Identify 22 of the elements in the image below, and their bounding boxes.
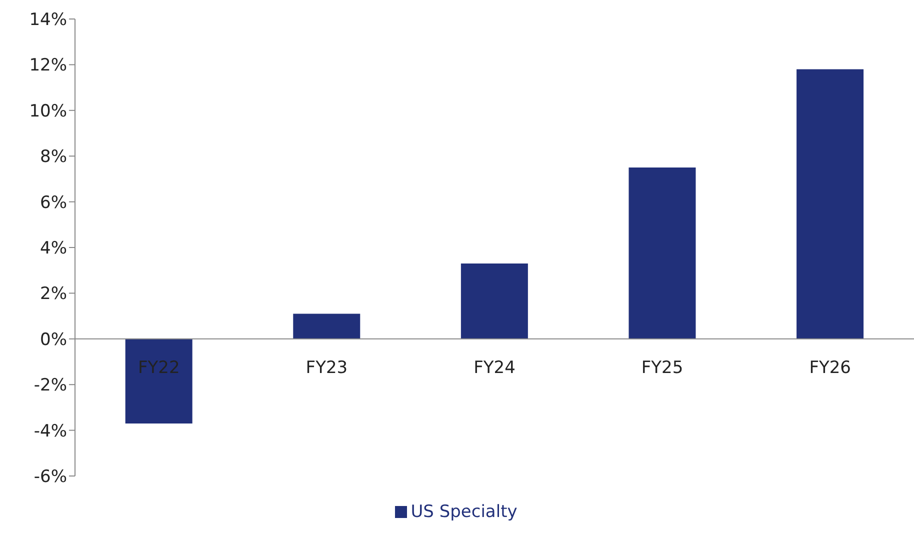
y-tick-label: 2% (40, 284, 67, 304)
bar (125, 338, 192, 424)
y-tick-label: 10% (29, 101, 67, 122)
bar (628, 168, 696, 339)
y-tick-label: 12% (29, 56, 67, 76)
x-tick-label: FY22 (138, 358, 180, 378)
x-tick-label: FY25 (641, 358, 684, 378)
x-tick-label: FY23 (306, 358, 348, 378)
y-tick-label: 6% (40, 192, 67, 213)
legend-label: US Specialty (410, 502, 518, 522)
y-tick-label: 0% (40, 330, 67, 350)
x-tick-label: FY26 (809, 358, 851, 378)
bar (293, 314, 360, 339)
bar (796, 69, 864, 339)
y-tick-label: 14% (29, 10, 67, 30)
y-tick-label: -4% (34, 421, 67, 442)
y-tick-label: -2% (34, 376, 67, 396)
x-tick-label: FY24 (474, 358, 516, 378)
bar (460, 263, 528, 339)
y-tick-label: -6% (34, 467, 67, 488)
y-tick-label: 4% (40, 238, 67, 259)
y-tick-label: 8% (40, 147, 67, 168)
